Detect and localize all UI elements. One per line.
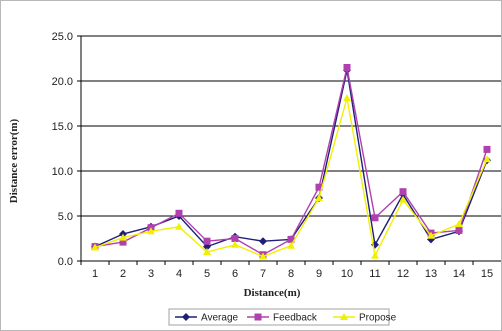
legend-item: Average bbox=[175, 313, 239, 324]
data-point bbox=[203, 248, 211, 255]
data-point bbox=[340, 313, 348, 320]
data-point bbox=[343, 94, 351, 102]
series-propose bbox=[91, 94, 491, 260]
data-point bbox=[315, 183, 323, 191]
x-tick-label: 5 bbox=[204, 268, 210, 280]
data-point bbox=[483, 155, 491, 163]
x-tick-label: 13 bbox=[425, 268, 437, 280]
x-tick-label: 1 bbox=[92, 268, 98, 280]
data-point bbox=[175, 209, 183, 217]
data-point bbox=[91, 243, 99, 251]
y-tick-label: 10.0 bbox=[52, 166, 73, 178]
data-point bbox=[483, 145, 491, 153]
x-tick-label: 15 bbox=[481, 268, 493, 280]
data-point bbox=[371, 214, 379, 222]
data-point bbox=[259, 252, 267, 260]
data-point bbox=[427, 231, 435, 239]
y-tick-label: 25.0 bbox=[52, 31, 73, 43]
data-point bbox=[254, 313, 262, 321]
legend-label: Average bbox=[201, 313, 239, 324]
x-tick-label: 11 bbox=[369, 268, 380, 280]
series-average bbox=[91, 66, 491, 251]
x-tick-label: 3 bbox=[148, 268, 154, 280]
x-tick-label: 6 bbox=[232, 268, 238, 280]
series-line bbox=[94, 70, 488, 248]
y-tick-label: 15.0 bbox=[52, 121, 73, 133]
data-point bbox=[182, 313, 190, 321]
data-point bbox=[315, 194, 323, 201]
data-point bbox=[119, 238, 127, 246]
x-tick-label: 9 bbox=[316, 268, 322, 280]
x-tick-label: 4 bbox=[176, 268, 182, 280]
data-point bbox=[203, 237, 211, 245]
legend-item: Propose bbox=[333, 313, 397, 324]
data-point bbox=[343, 64, 351, 71]
y-tick-label: 5.0 bbox=[58, 211, 73, 223]
x-axis-title: Distance(m) bbox=[244, 287, 301, 299]
y-tick-label: 0.0 bbox=[58, 256, 73, 268]
series-lines bbox=[91, 64, 491, 260]
gridlines bbox=[81, 35, 501, 217]
legend-label: Propose bbox=[359, 313, 397, 324]
legend-label: Feedback bbox=[273, 313, 318, 324]
y-tick-labels: 0.0 5.0 10.0 15.0 20.0 25.0 bbox=[52, 31, 73, 268]
legend: Average Feedback Propose bbox=[168, 308, 397, 326]
data-point bbox=[175, 222, 183, 230]
legend-item: Feedback bbox=[247, 313, 318, 324]
data-point bbox=[455, 220, 463, 228]
legend-box bbox=[168, 308, 390, 326]
data-point bbox=[147, 227, 155, 235]
y-axis-title: Distance error(m) bbox=[8, 118, 20, 203]
x-tick-label: 8 bbox=[288, 268, 294, 280]
data-point bbox=[399, 195, 407, 203]
x-tick-label: 7 bbox=[260, 268, 266, 280]
data-point bbox=[399, 188, 407, 196]
data-point bbox=[231, 240, 239, 248]
y-tick-label: 20.0 bbox=[52, 76, 73, 88]
data-point bbox=[231, 235, 239, 242]
data-point bbox=[119, 233, 127, 241]
data-point bbox=[455, 226, 463, 234]
data-point bbox=[259, 237, 267, 246]
x-tick-label: 14 bbox=[453, 268, 465, 280]
x-tick-label: 2 bbox=[120, 268, 126, 280]
x-tick-labels: 1 2 3 4 5 6 7 8 9 10 11 12 13 14 15 bbox=[92, 268, 493, 280]
x-tick-label: 10 bbox=[341, 268, 353, 280]
axes bbox=[77, 35, 501, 265]
data-point bbox=[287, 235, 295, 243]
data-point bbox=[287, 241, 295, 249]
x-tick-label: 12 bbox=[397, 268, 409, 280]
data-point bbox=[371, 251, 379, 259]
